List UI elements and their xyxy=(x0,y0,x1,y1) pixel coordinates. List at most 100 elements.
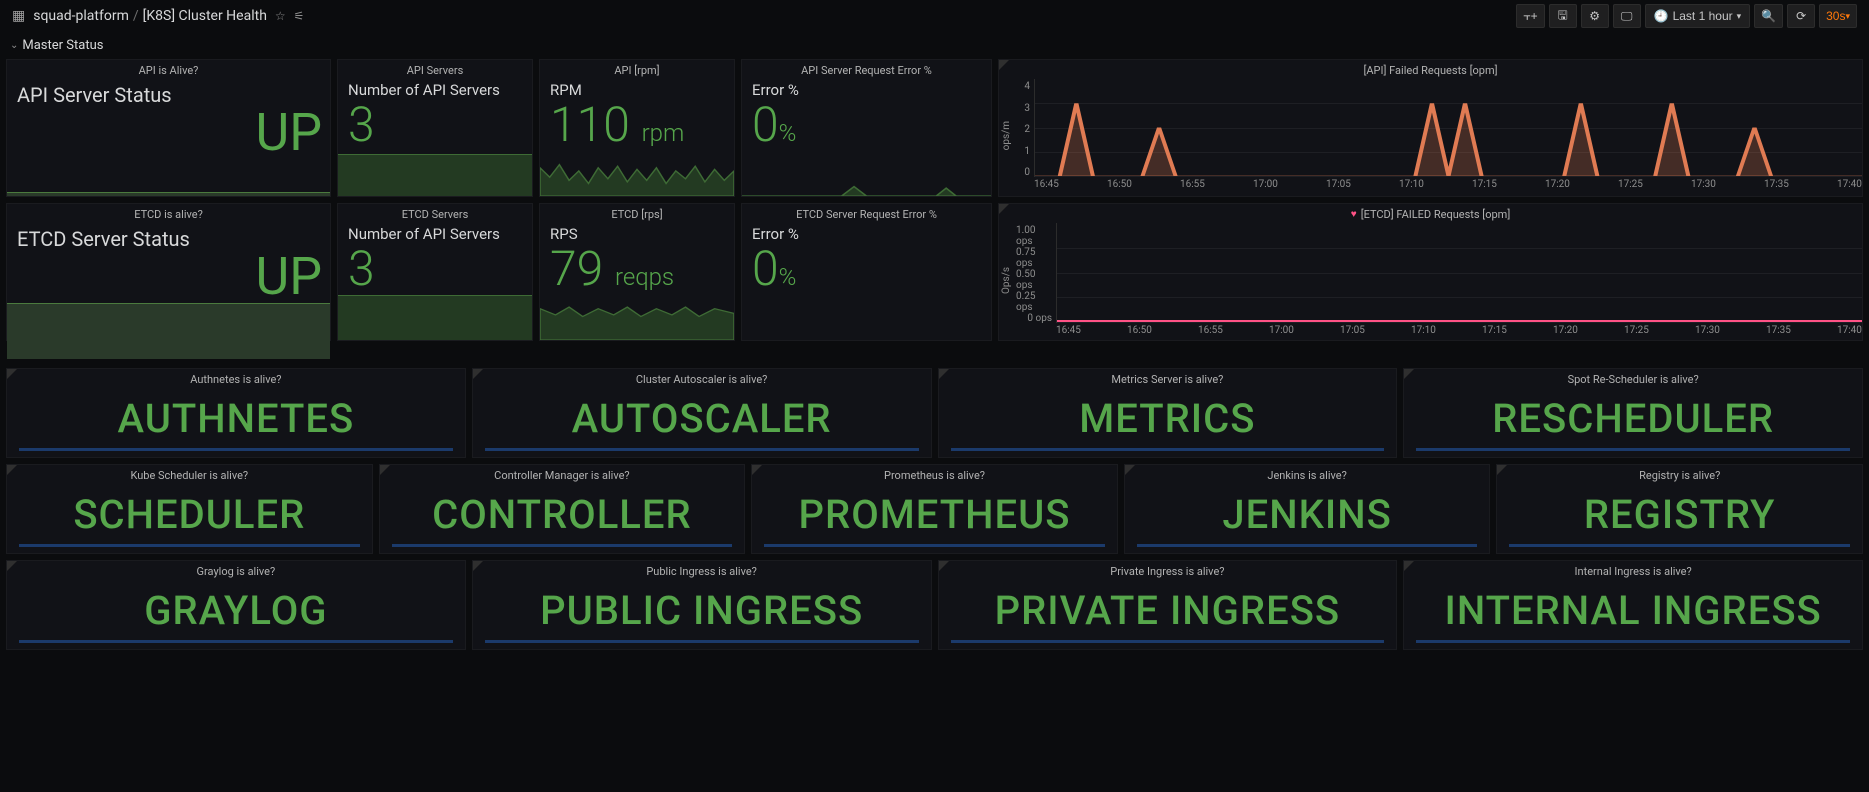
panel-corner-icon[interactable] xyxy=(939,369,949,379)
panel-title: [API] Failed Requests [opm] xyxy=(999,60,1862,79)
panel-corner-icon[interactable] xyxy=(999,60,1009,70)
panel-title: Cluster Autoscaler is alive? xyxy=(473,369,931,388)
panel-corner-icon[interactable] xyxy=(473,561,483,571)
service-status-value: INTERNAL INGRESS xyxy=(1404,580,1862,640)
service-row-2: Kube Scheduler is alive? SCHEDULER Contr… xyxy=(0,464,1869,554)
section-master-status[interactable]: ⌄ Master Status xyxy=(0,32,1869,59)
panel-etcd-servers: ETCD Servers Number of API Servers 3 xyxy=(337,203,533,341)
breadcrumb[interactable]: squad-platform / [K8S] Cluster Health xyxy=(33,8,267,24)
clock-icon: 🕘 xyxy=(1654,9,1669,23)
sparkline xyxy=(951,640,1385,643)
panel-corner-icon[interactable] xyxy=(939,561,949,571)
master-etcd-row: ETCD is alive? ETCD Server Status UP ETC… xyxy=(0,203,1869,341)
time-range-picker[interactable]: 🕘 Last 1 hour ▾ xyxy=(1645,4,1751,28)
panel-title: API [rpm] xyxy=(540,60,734,79)
topbar-right: ⫟+ 🖫 ⚙ 🖵 🕘 Last 1 hour ▾ 🔍 ⟳ 30s ▾ xyxy=(1516,4,1857,28)
service-status-value: RESCHEDULER xyxy=(1404,388,1862,448)
sparkline xyxy=(19,448,453,451)
star-icon[interactable]: ☆ xyxy=(275,9,286,23)
stat-value: 0% xyxy=(742,101,991,149)
panel-etcd-alive: ETCD is alive? ETCD Server Status UP xyxy=(6,203,331,341)
chart-plot[interactable] xyxy=(1056,223,1862,323)
sparkline xyxy=(540,149,734,196)
tv-mode-button[interactable]: 🖵 xyxy=(1613,4,1641,28)
share-icon[interactable]: ⚟ xyxy=(294,9,305,23)
service-status-value: SCHEDULER xyxy=(7,484,372,544)
panel-title: ETCD Servers xyxy=(338,204,532,223)
sparkline xyxy=(19,640,453,643)
panel-corner-icon[interactable] xyxy=(752,465,762,475)
save-button[interactable]: 🖫 xyxy=(1549,4,1577,28)
sparkline xyxy=(7,303,330,359)
service-panel: Private Ingress is alive? PRIVATE INGRES… xyxy=(938,560,1398,650)
panel-title: ETCD [rps] xyxy=(540,204,734,223)
panel-title: Public Ingress is alive? xyxy=(473,561,931,580)
panel-title: Controller Manager is alive? xyxy=(380,465,745,484)
panel-title: Internal Ingress is alive? xyxy=(1404,561,1862,580)
panel-api-servers: API Servers Number of API Servers 3 xyxy=(337,59,533,197)
sparkline xyxy=(1137,544,1478,547)
service-status-value: AUTOSCALER xyxy=(473,388,931,448)
service-panel: Public Ingress is alive? PUBLIC INGRESS xyxy=(472,560,932,650)
service-status-value: JENKINS xyxy=(1125,484,1490,544)
chart-plot[interactable] xyxy=(1034,79,1862,177)
panel-etcd-rps: ETCD [rps] RPS 79 reqps xyxy=(539,203,735,341)
panel-etcd-failed-chart: ♥ [ETCD] FAILED Requests [opm] Ops/s 1.0… xyxy=(998,203,1863,341)
panel-title: Jenkins is alive? xyxy=(1125,465,1490,484)
service-status-value: REGISTRY xyxy=(1497,484,1862,544)
time-range-label: Last 1 hour xyxy=(1673,9,1733,23)
sparkline xyxy=(392,544,733,547)
topbar-left: ▦ squad-platform / [K8S] Cluster Health … xyxy=(12,8,304,24)
panel-corner-icon[interactable] xyxy=(1404,369,1414,379)
service-status-value: PRIVATE INGRESS xyxy=(939,580,1397,640)
panel-title: ETCD Server Request Error % xyxy=(742,204,991,223)
panel-corner-icon[interactable] xyxy=(7,465,17,475)
service-panel: Jenkins is alive? JENKINS xyxy=(1124,464,1491,554)
panel-corner-icon[interactable] xyxy=(7,369,17,379)
chevron-down-icon: ▾ xyxy=(1737,11,1742,22)
refresh-button[interactable]: ⟳ xyxy=(1787,4,1815,28)
service-status-value: PROMETHEUS xyxy=(752,484,1117,544)
panel-title: API Server Request Error % xyxy=(742,60,991,79)
stat-label: Error % xyxy=(742,79,991,101)
panel-corner-icon[interactable] xyxy=(473,369,483,379)
panel-etcd-error: ETCD Server Request Error % Error % 0% xyxy=(741,203,992,341)
service-status-value: CONTROLLER xyxy=(380,484,745,544)
service-panel: Authnetes is alive? AUTHNETES xyxy=(6,368,466,458)
breadcrumb-folder[interactable]: squad-platform xyxy=(33,8,129,24)
stat-value: 3 xyxy=(338,245,532,293)
panel-title: API is Alive? xyxy=(7,60,330,79)
refresh-interval-label: 30s xyxy=(1826,9,1845,23)
panel-corner-icon[interactable] xyxy=(7,561,17,571)
panel-api-error: API Server Request Error % Error % 0% xyxy=(741,59,992,197)
panel-corner-icon[interactable] xyxy=(1125,465,1135,475)
add-panel-button[interactable]: ⫟+ xyxy=(1516,4,1544,28)
sparkline xyxy=(338,154,532,196)
panel-title: API Servers xyxy=(338,60,532,79)
panel-title: ♥ [ETCD] FAILED Requests [opm] xyxy=(999,204,1862,223)
service-panel: Controller Manager is alive? CONTROLLER xyxy=(379,464,746,554)
settings-button[interactable]: ⚙ xyxy=(1581,4,1609,28)
refresh-interval-picker[interactable]: 30s ▾ xyxy=(1819,4,1857,28)
panel-title: Spot Re-Scheduler is alive? xyxy=(1404,369,1862,388)
chevron-down-icon: ▾ xyxy=(1845,11,1850,22)
stat-value: 3 xyxy=(338,101,532,149)
stat-value: 0% xyxy=(742,245,991,293)
service-status-value: METRICS xyxy=(939,388,1397,448)
sparkline xyxy=(1416,448,1850,451)
panel-corner-icon[interactable] xyxy=(999,204,1009,214)
panel-corner-icon[interactable] xyxy=(380,465,390,475)
panel-corner-icon[interactable] xyxy=(1404,561,1414,571)
sparkline xyxy=(338,295,532,340)
service-panel: Spot Re-Scheduler is alive? RESCHEDULER xyxy=(1403,368,1863,458)
zoom-out-button[interactable]: 🔍 xyxy=(1754,4,1783,28)
service-row-1: Authnetes is alive? AUTHNETES Cluster Au… xyxy=(0,368,1869,458)
service-status-value: GRAYLOG xyxy=(7,580,465,640)
panel-corner-icon[interactable] xyxy=(1497,465,1507,475)
panel-api-alive: API is Alive? API Server Status UP xyxy=(6,59,331,197)
panel-title: Metrics Server is alive? xyxy=(939,369,1397,388)
breadcrumb-dashboard[interactable]: [K8S] Cluster Health xyxy=(143,8,267,24)
service-panel: Kube Scheduler is alive? SCHEDULER xyxy=(6,464,373,554)
panel-title: Kube Scheduler is alive? xyxy=(7,465,372,484)
sparkline xyxy=(951,448,1385,451)
